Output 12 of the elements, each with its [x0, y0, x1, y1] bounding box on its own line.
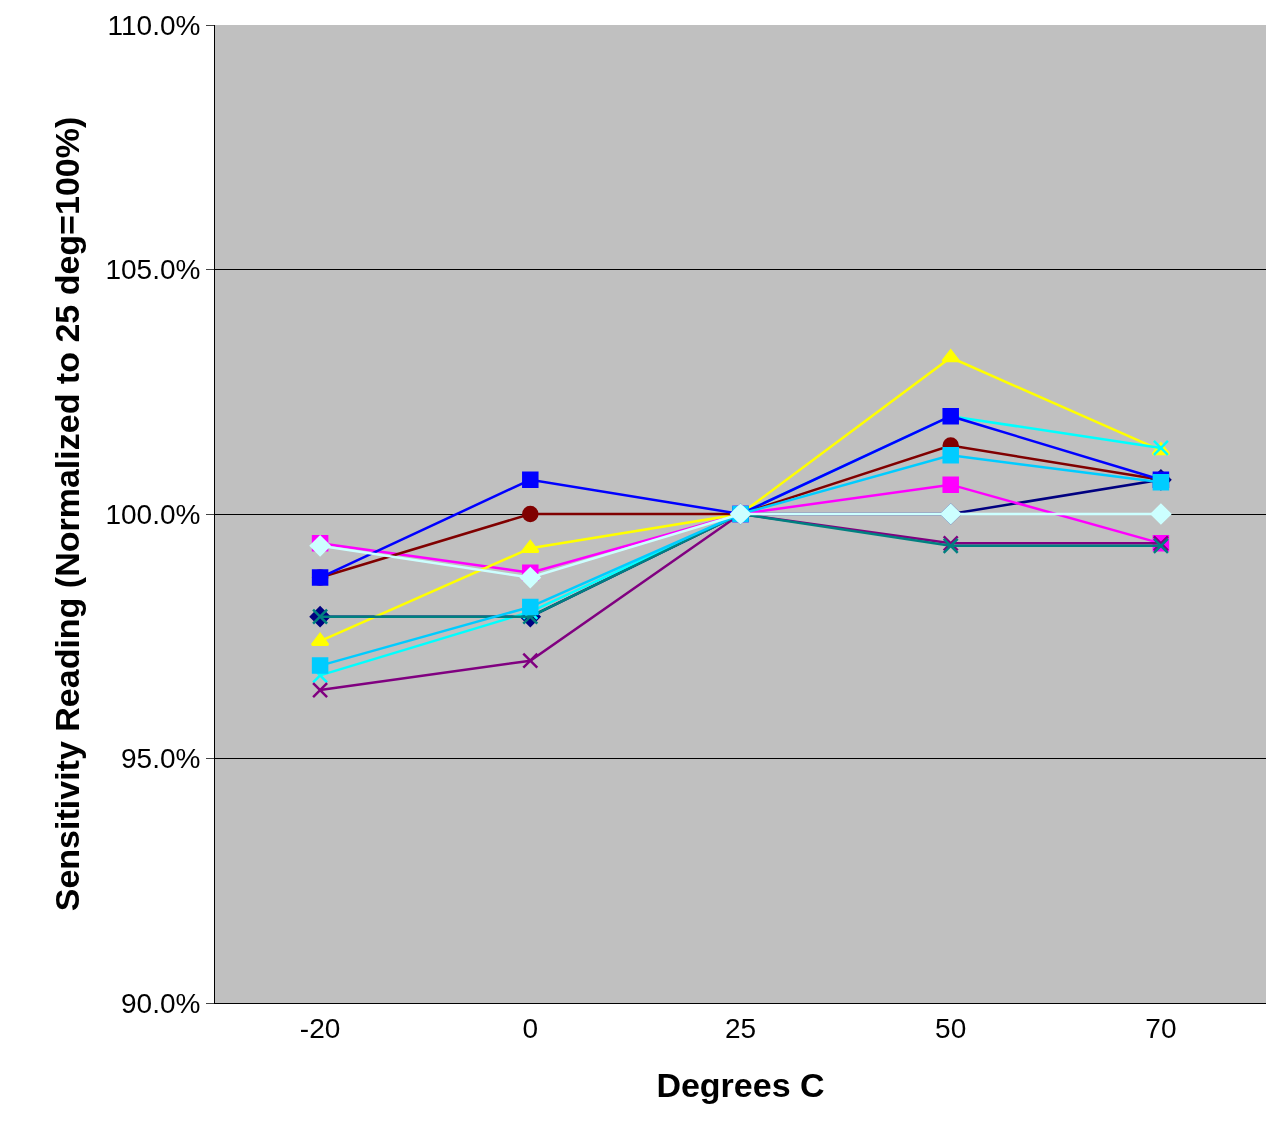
y-tick-label: 105.0% — [105, 254, 201, 286]
y-tick-label: 90.0% — [120, 987, 201, 1019]
x-tick-label: 25 — [724, 1012, 757, 1044]
y-tick-label: 110.0% — [107, 9, 201, 41]
y-axis-title: Sensitivity Reading (Normalized to 25 deg=100%) — [48, 116, 87, 912]
x-axis-title: Degrees C — [656, 1065, 825, 1104]
x-tick-label: -20 — [299, 1012, 341, 1044]
x-tick-label: 70 — [1145, 1012, 1177, 1044]
y-tick-label: 100.0% — [105, 498, 201, 530]
x-tick-label: 0 — [522, 1012, 539, 1044]
y-tick-label: 95.0% — [120, 743, 201, 775]
x-tick-label: 50 — [935, 1012, 967, 1044]
